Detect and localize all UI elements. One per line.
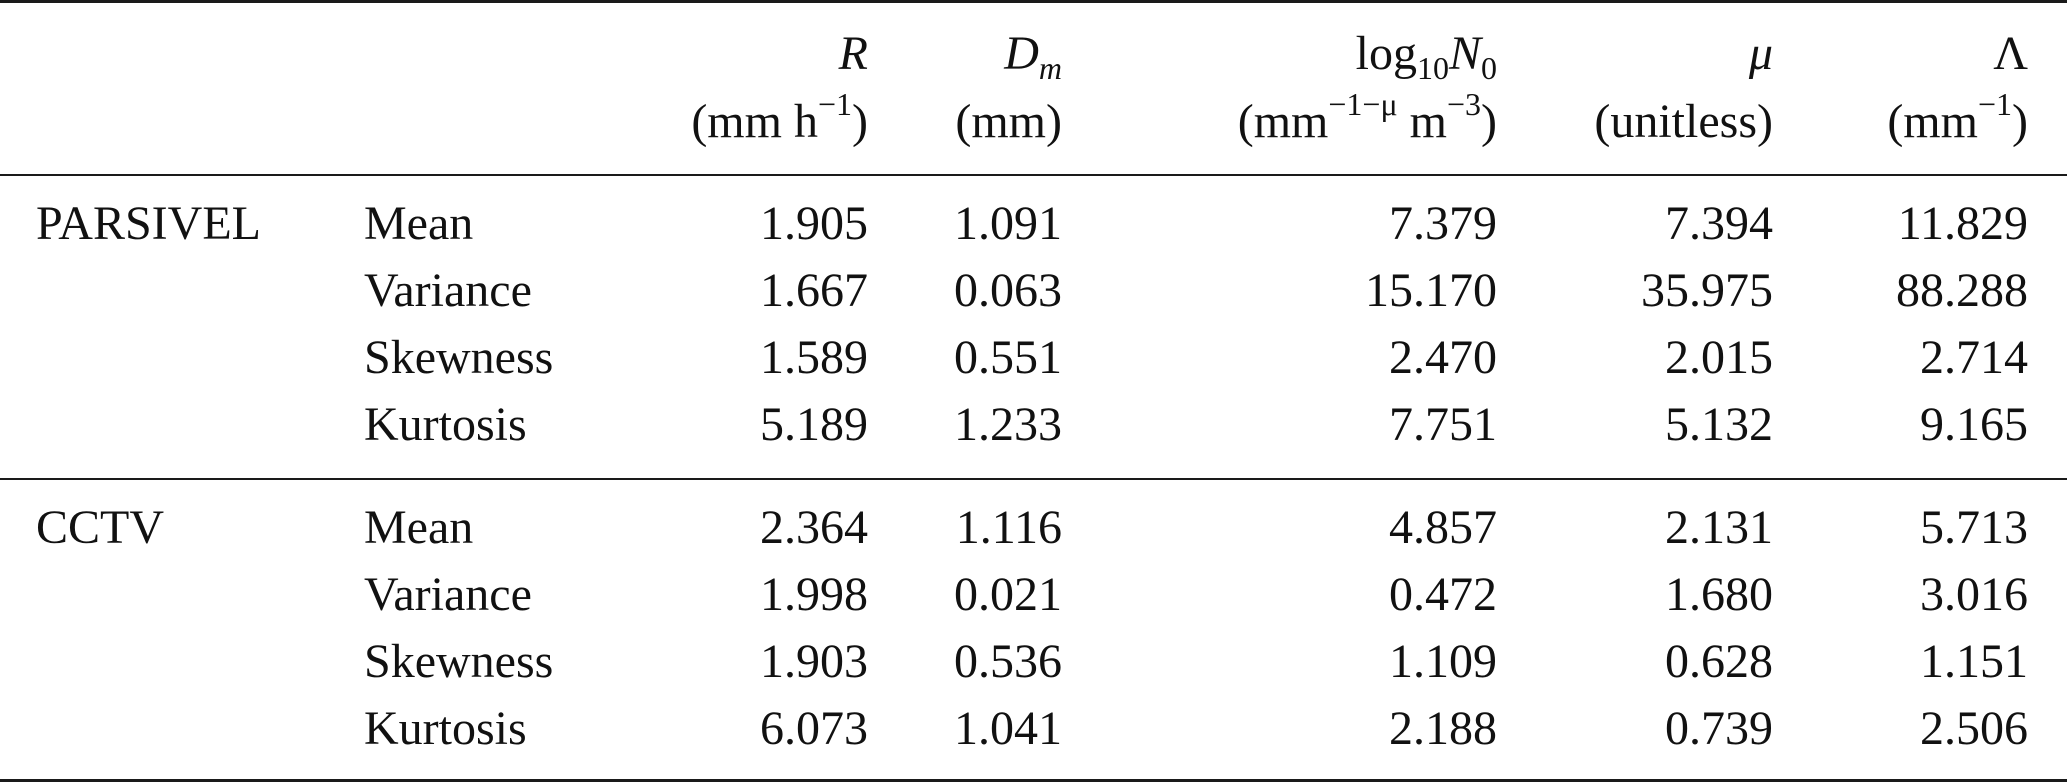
table-cell: 1.589 [760, 331, 868, 384]
table-cell: 1.041 [954, 702, 1062, 755]
header-dm-unit: (mm) [955, 95, 1062, 148]
table-cell: 1.998 [760, 568, 868, 621]
stat-label: Skewness [364, 635, 554, 688]
header-log-n0-unit: (mm−1−μ m−3) [1237, 86, 1497, 148]
table-cell: 0.536 [954, 635, 1062, 688]
table-cell: 7.379 [1389, 197, 1497, 250]
table-cell: 1.905 [760, 197, 868, 250]
stat-label: Mean [364, 501, 474, 554]
header-rain-rate-unit: (mm h−1) [691, 86, 868, 148]
table-cell: 4.857 [1389, 501, 1497, 554]
table-cell: 7.751 [1389, 398, 1497, 451]
stat-label: Mean [364, 197, 474, 250]
header-lambda-symbol: Λ [1993, 27, 2028, 80]
table-cell: 2.188 [1389, 702, 1497, 755]
table-cell: 2.131 [1665, 501, 1773, 554]
table-cell: 2.015 [1665, 331, 1773, 384]
header-log-n0-symbol: log10N0 [1355, 27, 1497, 86]
table-cell: 2.506 [1920, 702, 2028, 755]
table-cell: 2.470 [1389, 331, 1497, 384]
stat-label: Kurtosis [364, 398, 527, 451]
bottom-rule [0, 779, 2067, 782]
table-cell: 11.829 [1897, 197, 2028, 250]
table-cell: 5.132 [1665, 398, 1773, 451]
table-cell: 7.394 [1665, 197, 1773, 250]
stat-label: Kurtosis [364, 702, 527, 755]
table-cell: 0.472 [1389, 568, 1497, 621]
table-cell: 0.739 [1665, 702, 1773, 755]
table-cell: 1.109 [1389, 635, 1497, 688]
header-rain-rate-symbol: R [838, 27, 868, 80]
header-lambda-unit: (mm−1) [1887, 86, 2028, 148]
table-cell: 0.551 [954, 331, 1062, 384]
table-cell: 35.975 [1641, 264, 1773, 317]
table-cell: 1.091 [954, 197, 1062, 250]
table-cell: 0.628 [1665, 635, 1773, 688]
table-cell: 2.364 [760, 501, 868, 554]
table-cell: 5.713 [1920, 501, 2028, 554]
top-rule [0, 0, 2067, 3]
header-rule [0, 174, 2067, 176]
group-label: CCTV [36, 501, 165, 554]
table-cell: 9.165 [1920, 398, 2028, 451]
group-label: PARSIVEL [36, 197, 261, 250]
table-cell: 5.189 [760, 398, 868, 451]
table-cell: 6.073 [760, 702, 868, 755]
table-cell: 1.903 [760, 635, 868, 688]
header-mu-unit: (unitless) [1594, 95, 1773, 148]
header-mu-symbol: μ [1748, 27, 1773, 80]
table-cell: 1.233 [954, 398, 1062, 451]
table-cell: 0.021 [954, 568, 1062, 621]
table-cell: 88.288 [1896, 264, 2028, 317]
table-cell: 0.063 [954, 264, 1062, 317]
stat-label: Skewness [364, 331, 554, 384]
table-cell: 3.016 [1920, 568, 2028, 621]
table-cell: 15.170 [1365, 264, 1497, 317]
table-cell: 1.667 [760, 264, 868, 317]
table-cell: 2.714 [1920, 331, 2028, 384]
table-cell: 1.680 [1665, 568, 1773, 621]
stat-label: Variance [364, 568, 532, 621]
table-cell: 1.151 [1920, 635, 2028, 688]
stat-label: Variance [364, 264, 532, 317]
header-dm-symbol: Dm [1004, 27, 1062, 86]
table-cell: 1.116 [955, 501, 1062, 554]
group-separator-rule [0, 478, 2067, 480]
